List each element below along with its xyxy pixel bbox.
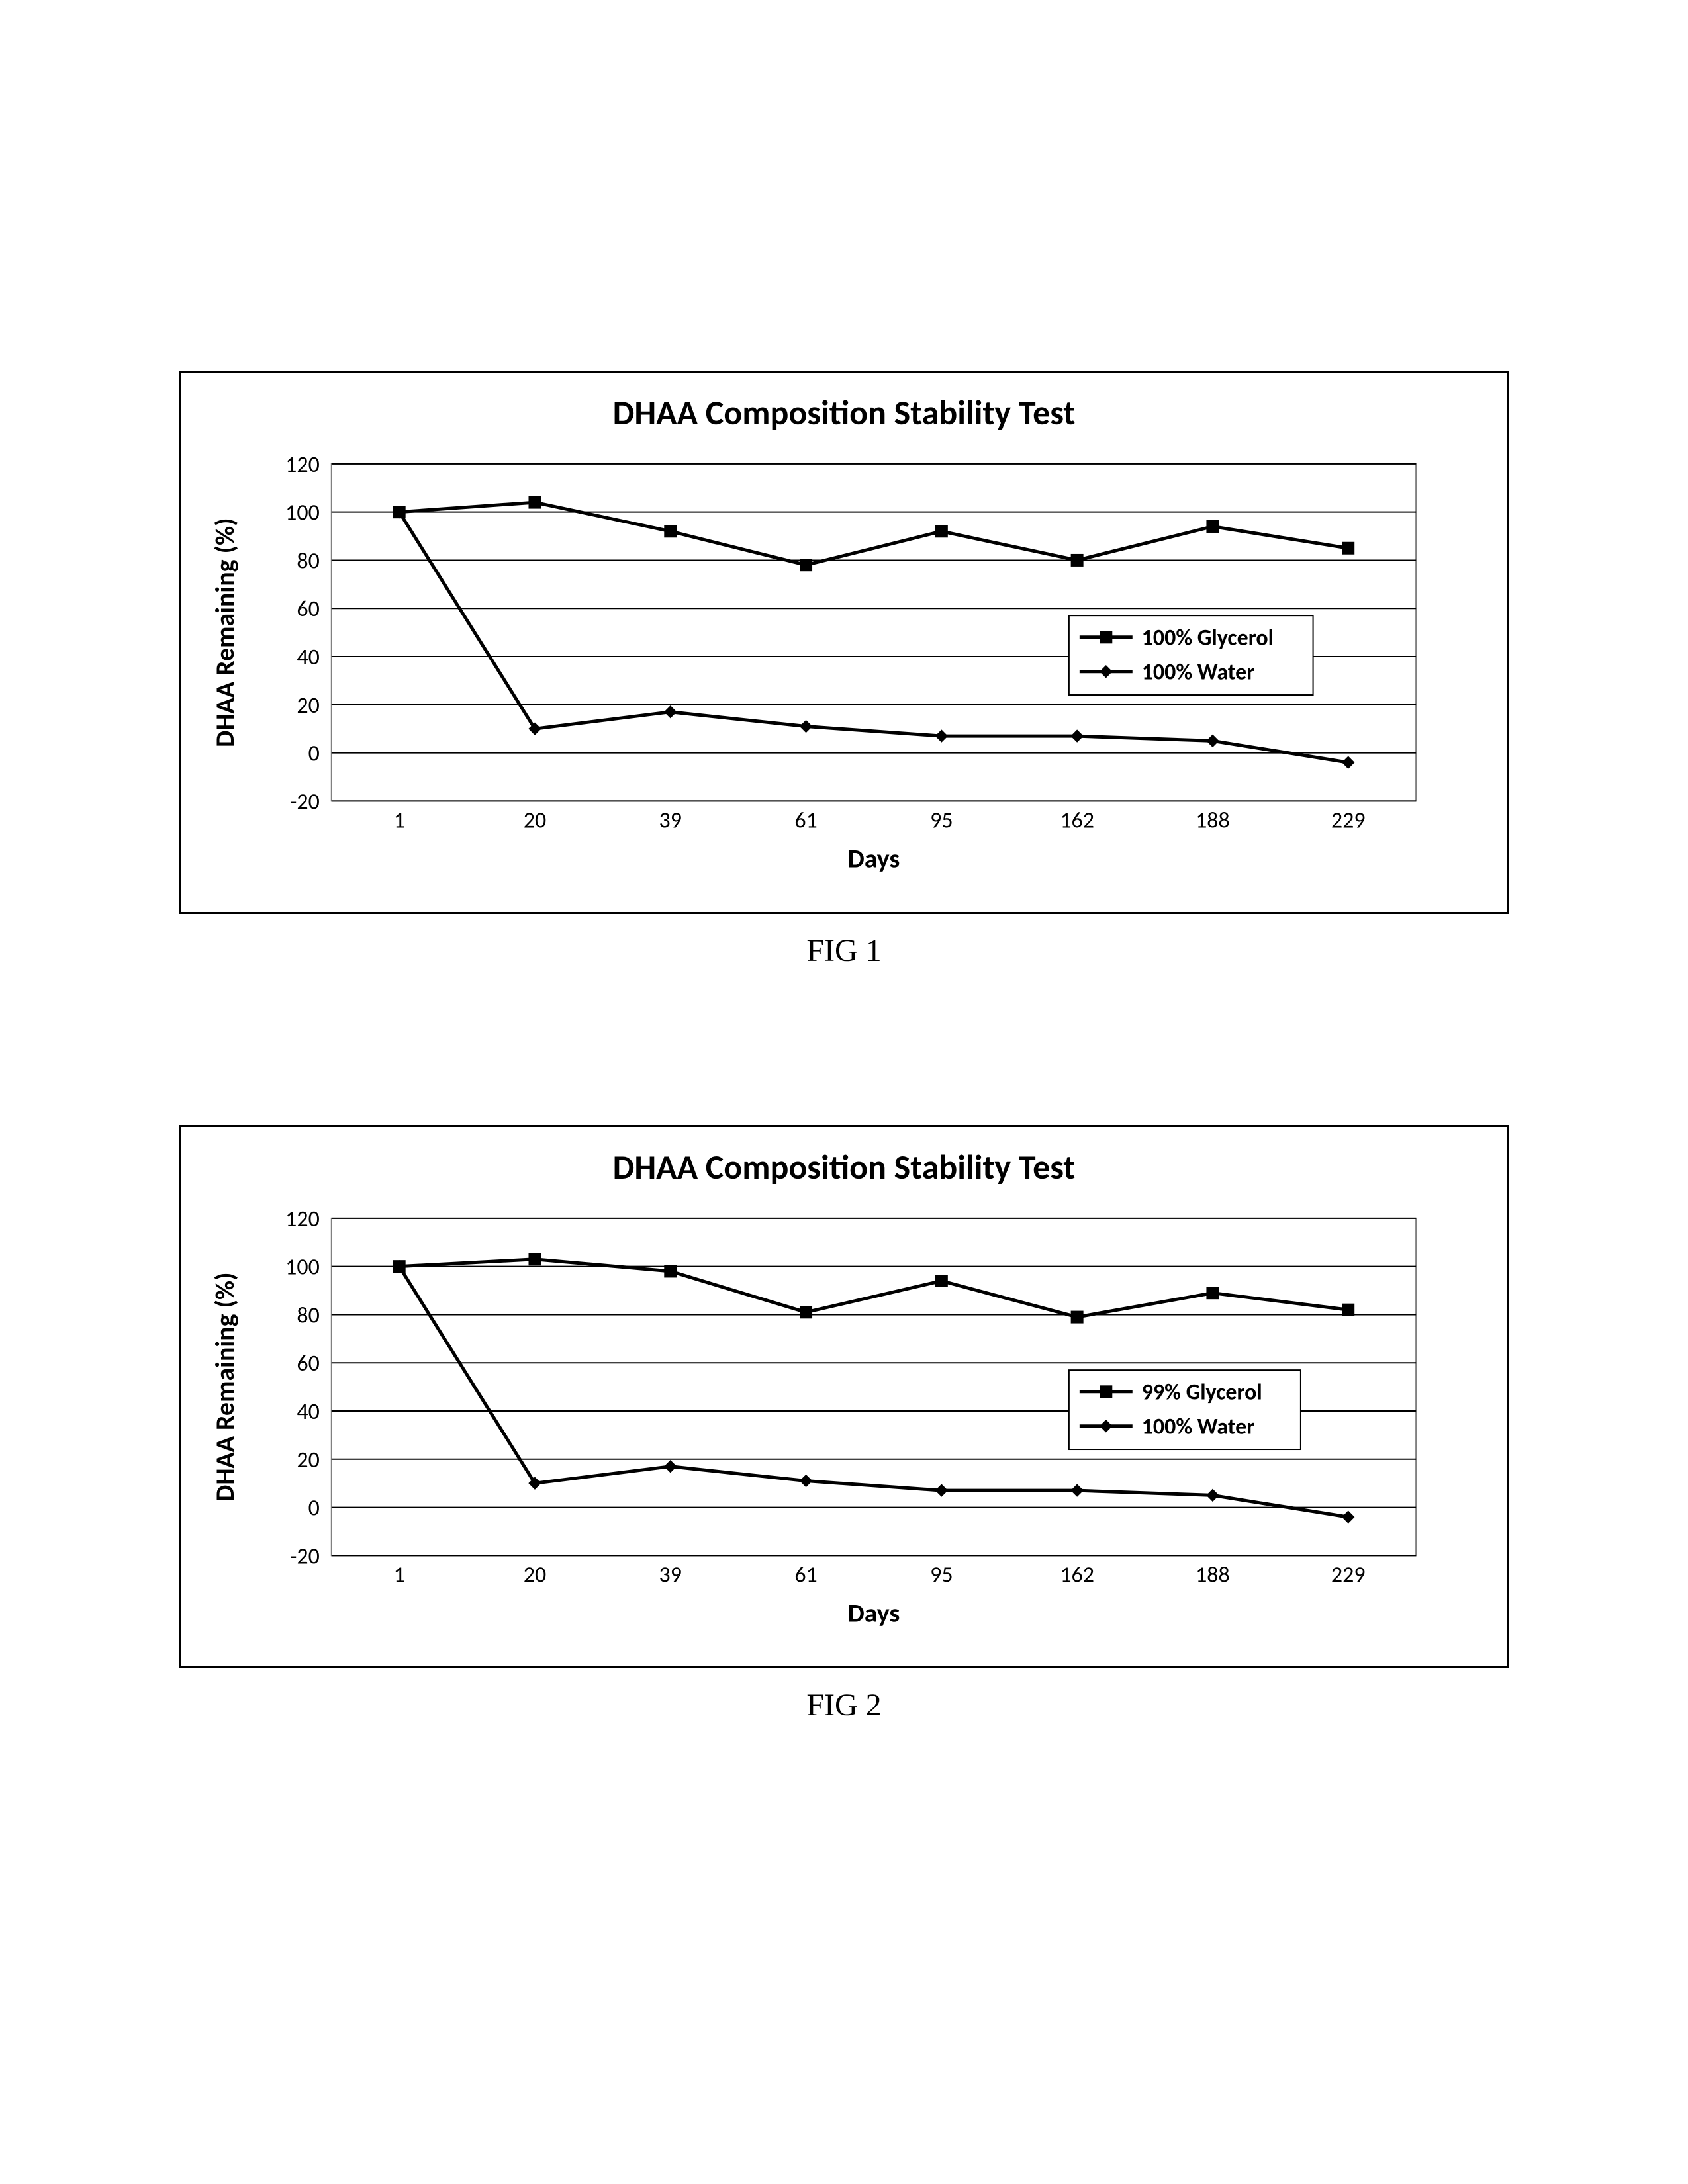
svg-text:1: 1 [394, 807, 405, 834]
svg-text:0: 0 [308, 1495, 320, 1522]
svg-text:Days: Days [848, 842, 900, 874]
svg-text:40: 40 [297, 644, 319, 671]
svg-text:162: 162 [1060, 1561, 1094, 1588]
figure-1-container: DHAA Composition Stability Test -20 0 20 40 6… [179, 371, 1509, 969]
svg-text:100: 100 [285, 500, 320, 527]
svg-text:40: 40 [297, 1398, 319, 1426]
svg-text:-20: -20 [290, 1543, 320, 1570]
svg-text:0: 0 [308, 741, 320, 768]
svg-text:DHAA Remaining (%): DHAA Remaining (%) [209, 518, 241, 747]
svg-text:100% Glycerol: 100% Glycerol [1142, 625, 1274, 652]
svg-text:99% Glycerol: 99% Glycerol [1142, 1379, 1262, 1406]
figure-1-chart: DHAA Composition Stability Test -20 0 20 40 6… [193, 385, 1495, 900]
svg-text:20: 20 [524, 1561, 546, 1588]
svg-text:95: 95 [930, 1561, 953, 1588]
figure-2-caption: FIG 2 [179, 1687, 1509, 1723]
figure-1-frame: DHAA Composition Stability Test -20 0 20 40 6… [179, 371, 1509, 914]
svg-text:229: 229 [1331, 807, 1366, 834]
figure-2-chart: DHAA Composition Stability Test -20 0 20 40 6… [193, 1139, 1495, 1655]
svg-text:20: 20 [297, 692, 319, 719]
svg-text:1: 1 [394, 1561, 405, 1588]
svg-text:100% Water: 100% Water [1142, 659, 1255, 686]
svg-text:20: 20 [524, 807, 546, 834]
svg-text:95: 95 [930, 807, 953, 834]
svg-text:162: 162 [1060, 807, 1094, 834]
svg-text:120: 120 [285, 451, 320, 478]
svg-text:188: 188 [1196, 807, 1230, 834]
svg-text:188: 188 [1196, 1561, 1230, 1588]
svg-text:39: 39 [659, 1561, 682, 1588]
svg-text:229: 229 [1331, 1561, 1366, 1588]
svg-text:-20: -20 [290, 788, 320, 815]
svg-text:80: 80 [297, 1302, 319, 1329]
svg-text:61: 61 [794, 807, 817, 834]
svg-text:60: 60 [297, 596, 319, 623]
svg-text:20: 20 [297, 1447, 319, 1474]
svg-text:61: 61 [794, 1561, 817, 1588]
figure-1-caption: FIG 1 [179, 933, 1509, 969]
svg-text:60: 60 [297, 1350, 319, 1377]
figure-2-frame: DHAA Composition Stability Test -20 0 20 40 6… [179, 1125, 1509, 1668]
svg-text:Days: Days [848, 1596, 900, 1629]
figure-2-container: DHAA Composition Stability Test -20 0 20 40 6… [179, 1125, 1509, 1723]
svg-text:120: 120 [285, 1206, 320, 1233]
page: DHAA Composition Stability Test -20 0 20 40 6… [0, 0, 1688, 2184]
svg-text:100: 100 [285, 1254, 320, 1281]
svg-text:DHAA Composition Stability Tes: DHAA Composition Stability Test [613, 392, 1076, 433]
svg-text:39: 39 [659, 807, 682, 834]
svg-text:DHAA Remaining (%): DHAA Remaining (%) [209, 1272, 241, 1501]
svg-text:100% Water: 100% Water [1142, 1414, 1255, 1441]
svg-text:80: 80 [297, 547, 319, 574]
svg-text:DHAA Composition Stability Tes: DHAA Composition Stability Test [613, 1146, 1076, 1188]
